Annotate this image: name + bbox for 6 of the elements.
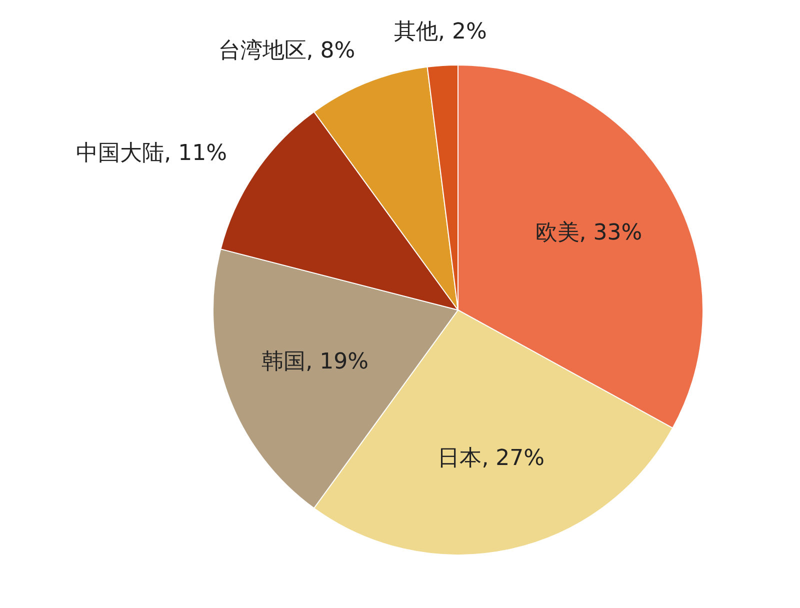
slice-label: 其他, 2% [394,19,487,44]
slice-label: 韩国, 19% [262,349,369,374]
slice-label: 欧美, 33% [535,220,642,246]
slice-label: 中国大陆, 11% [76,141,227,166]
slice-label: 日本, 27% [438,446,545,472]
slice-label: 台湾地区, 8% [218,38,356,64]
